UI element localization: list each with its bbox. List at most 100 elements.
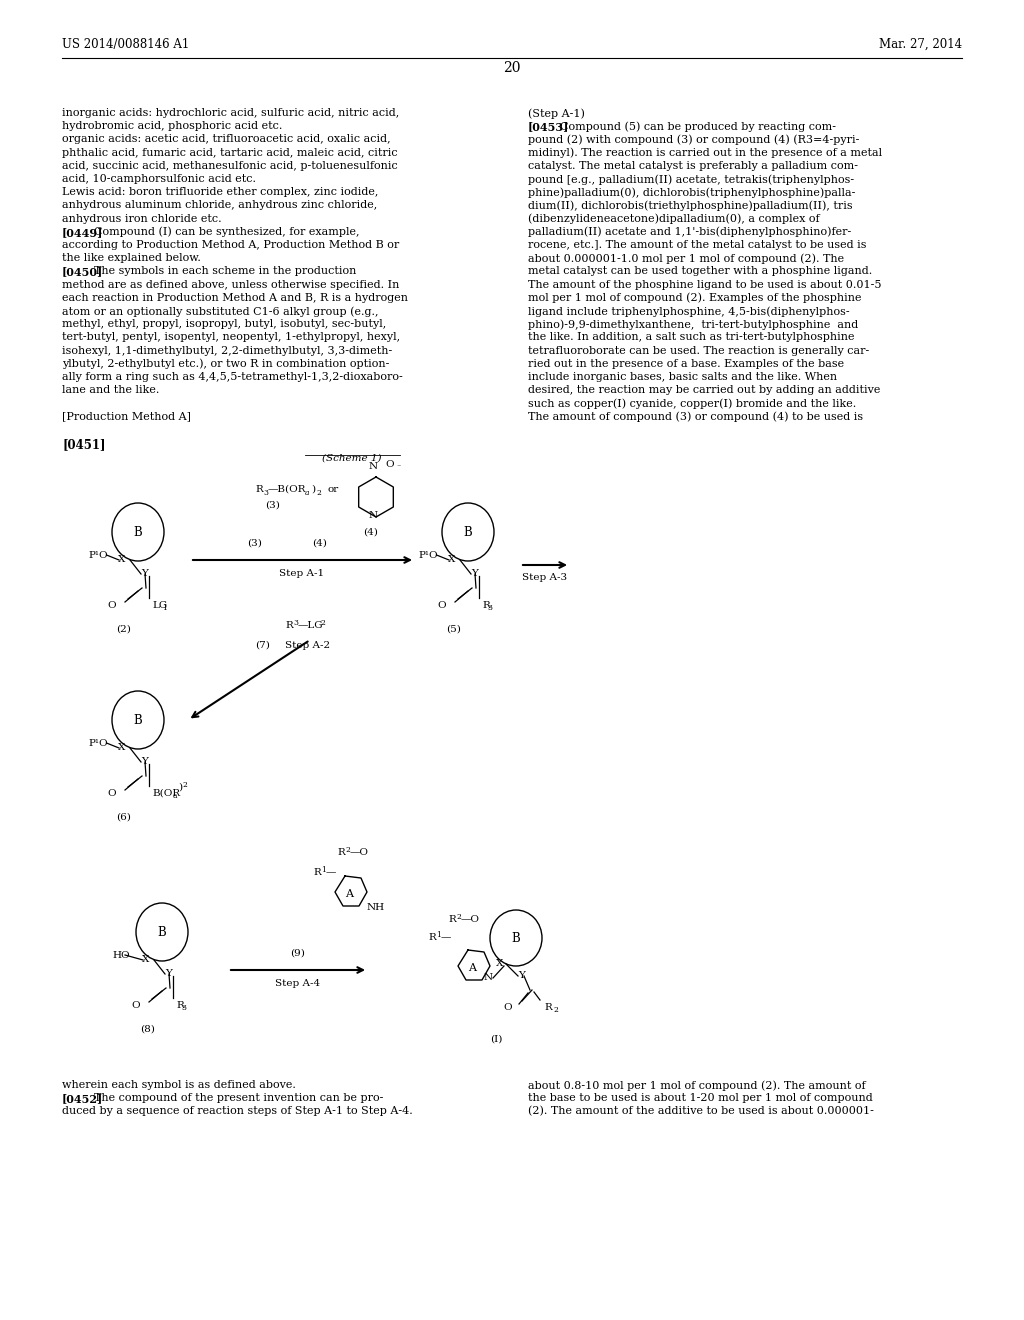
Text: (Scheme 1): (Scheme 1) — [323, 454, 382, 463]
Text: R: R — [544, 1002, 552, 1011]
Text: pound [e.g., palladium(II) acetate, tetrakis(triphenylphos-: pound [e.g., palladium(II) acetate, tetr… — [528, 174, 854, 185]
Text: [0450]: [0450] — [62, 267, 103, 277]
Text: mol per 1 mol of compound (2). Examples of the phosphine: mol per 1 mol of compound (2). Examples … — [528, 293, 861, 304]
Text: metal catalyst can be used together with a phosphine ligand.: metal catalyst can be used together with… — [528, 267, 872, 276]
Text: method are as defined above, unless otherwise specified. In: method are as defined above, unless othe… — [62, 280, 399, 289]
Text: Lewis acid: boron trifluoride ether complex, zinc iodide,: Lewis acid: boron trifluoride ether comp… — [62, 187, 379, 197]
Text: 2: 2 — [345, 846, 350, 854]
Text: X: X — [142, 956, 150, 965]
Text: rocene, etc.]. The amount of the metal catalyst to be used is: rocene, etc.]. The amount of the metal c… — [528, 240, 866, 249]
Text: 2: 2 — [182, 781, 186, 789]
Text: P¹O: P¹O — [88, 550, 108, 560]
Text: O: O — [108, 602, 117, 610]
Text: X: X — [119, 743, 126, 752]
Text: —LG: —LG — [298, 620, 324, 630]
Text: B: B — [512, 932, 520, 945]
Text: the like. In addition, a salt such as tri-tert-butylphosphine: the like. In addition, a salt such as tr… — [528, 333, 854, 342]
Text: (3): (3) — [248, 539, 262, 548]
Text: (9): (9) — [291, 949, 305, 958]
Text: (8): (8) — [140, 1026, 156, 1034]
Text: ): ) — [311, 484, 315, 494]
Text: O: O — [385, 459, 393, 469]
Text: phthalic acid, fumaric acid, tartaric acid, maleic acid, citric: phthalic acid, fumaric acid, tartaric ac… — [62, 148, 397, 157]
Text: —: — — [326, 869, 336, 876]
Text: hydrobromic acid, phosphoric acid etc.: hydrobromic acid, phosphoric acid etc. — [62, 121, 283, 131]
Text: the base to be used is about 1-20 mol per 1 mol of compound: the base to be used is about 1-20 mol pe… — [528, 1093, 872, 1104]
Text: X: X — [449, 556, 456, 565]
Text: B: B — [133, 714, 142, 726]
Text: B: B — [464, 525, 472, 539]
Text: (5): (5) — [446, 624, 462, 634]
Text: [0449]: [0449] — [62, 227, 103, 238]
Text: ally form a ring such as 4,4,5,5-tetramethyl-1,3,2-dioxaboro-: ally form a ring such as 4,4,5,5-tetrame… — [62, 372, 402, 381]
Text: The compound of the present invention can be pro-: The compound of the present invention ca… — [87, 1093, 383, 1104]
Text: HO: HO — [112, 950, 130, 960]
Text: desired, the reaction may be carried out by adding an additive: desired, the reaction may be carried out… — [528, 385, 881, 395]
Text: 3: 3 — [293, 619, 298, 627]
Text: about 0.8-10 mol per 1 mol of compound (2). The amount of: about 0.8-10 mol per 1 mol of compound (… — [528, 1080, 865, 1090]
Text: tert-butyl, pentyl, isopentyl, neopentyl, 1-ethylpropyl, hexyl,: tert-butyl, pentyl, isopentyl, neopentyl… — [62, 333, 400, 342]
Text: palladium(II) acetate and 1,1'-bis(diphenylphosphino)fer-: palladium(II) acetate and 1,1'-bis(diphe… — [528, 227, 851, 238]
Text: atom or an optionally substituted C1-6 alkyl group (e.g.,: atom or an optionally substituted C1-6 a… — [62, 306, 379, 317]
Text: phine)palladium(0), dichlorobis(triphenylphosphine)palla-: phine)palladium(0), dichlorobis(tripheny… — [528, 187, 855, 198]
Text: wherein each symbol is as defined above.: wherein each symbol is as defined above. — [62, 1080, 296, 1090]
Text: X: X — [497, 960, 504, 969]
Text: 3: 3 — [263, 488, 268, 498]
Text: 1: 1 — [321, 866, 326, 874]
Text: Mar. 27, 2014: Mar. 27, 2014 — [879, 38, 962, 51]
Text: —O: —O — [350, 847, 369, 857]
Text: 2: 2 — [316, 488, 321, 498]
Text: The amount of compound (3) or compound (4) to be used is: The amount of compound (3) or compound (… — [528, 412, 863, 422]
Text: according to Production Method A, Production Method B or: according to Production Method A, Produc… — [62, 240, 399, 249]
Text: include inorganic bases, basic salts and the like. When: include inorganic bases, basic salts and… — [528, 372, 838, 381]
Text: 2: 2 — [319, 619, 325, 627]
Text: tetrafluoroborate can be used. The reaction is generally car-: tetrafluoroborate can be used. The react… — [528, 346, 869, 355]
Text: isohexyl, 1,1-dimethylbutyl, 2,2-dimethylbutyl, 3,3-dimeth-: isohexyl, 1,1-dimethylbutyl, 2,2-dimethy… — [62, 346, 392, 355]
Text: ried out in the presence of a base. Examples of the base: ried out in the presence of a base. Exam… — [528, 359, 844, 368]
Text: methyl, ethyl, propyl, isopropyl, butyl, isobutyl, sec-butyl,: methyl, ethyl, propyl, isopropyl, butyl,… — [62, 319, 386, 329]
Text: anhydrous iron chloride etc.: anhydrous iron chloride etc. — [62, 214, 221, 223]
Text: a: a — [173, 792, 177, 800]
Text: R: R — [313, 869, 321, 876]
Text: organic acids: acetic acid, trifluoroacetic acid, oxalic acid,: organic acids: acetic acid, trifluoroace… — [62, 135, 390, 144]
Text: O: O — [437, 602, 446, 610]
Text: [0452]: [0452] — [62, 1093, 103, 1105]
Text: Y: Y — [141, 569, 148, 578]
Text: B: B — [133, 525, 142, 539]
Text: (Step A-1): (Step A-1) — [528, 108, 585, 119]
Text: R: R — [482, 601, 489, 610]
Text: R: R — [285, 620, 293, 630]
Text: duced by a sequence of reaction steps of Step A-1 to Step A-4.: duced by a sequence of reaction steps of… — [62, 1106, 413, 1117]
Text: B(OR: B(OR — [152, 788, 180, 797]
Text: 3: 3 — [181, 1005, 186, 1012]
Text: such as copper(I) cyanide, copper(I) bromide and the like.: such as copper(I) cyanide, copper(I) bro… — [528, 399, 856, 409]
Text: [Production Method A]: [Production Method A] — [62, 412, 191, 421]
Text: N: N — [369, 511, 378, 520]
Text: R: R — [176, 1001, 183, 1010]
Text: R: R — [428, 933, 436, 942]
Text: O: O — [132, 1002, 140, 1011]
Text: a: a — [305, 488, 309, 498]
Text: Y: Y — [166, 969, 172, 978]
Text: The symbols in each scheme in the production: The symbols in each scheme in the produc… — [87, 267, 356, 276]
Text: pound (2) with compound (3) or compound (4) (R3=4-pyri-: pound (2) with compound (3) or compound … — [528, 135, 859, 145]
Text: catalyst. The metal catalyst is preferably a palladium com-: catalyst. The metal catalyst is preferab… — [528, 161, 858, 170]
Text: acid, succinic acid, methanesulfonic acid, p-toluenesulfonic: acid, succinic acid, methanesulfonic aci… — [62, 161, 397, 170]
Text: —B(OR: —B(OR — [268, 484, 306, 494]
Text: —: — — [441, 933, 452, 942]
Text: Step A-4: Step A-4 — [275, 979, 321, 987]
Text: (7): (7) — [255, 642, 270, 649]
Text: ): ) — [178, 783, 182, 792]
Text: NH: NH — [367, 903, 385, 912]
Text: Compound (I) can be synthesized, for example,: Compound (I) can be synthesized, for exa… — [87, 227, 359, 238]
Text: Y: Y — [141, 758, 148, 767]
Text: 1: 1 — [436, 931, 441, 939]
Text: US 2014/0088146 A1: US 2014/0088146 A1 — [62, 38, 189, 51]
Text: 1: 1 — [163, 605, 167, 612]
Text: N: N — [483, 974, 493, 982]
Text: ylbutyl, 2-ethylbutyl etc.), or two R in combination option-: ylbutyl, 2-ethylbutyl etc.), or two R in… — [62, 359, 389, 370]
Text: (4): (4) — [364, 528, 379, 537]
Text: lane and the like.: lane and the like. — [62, 385, 160, 395]
Text: N: N — [369, 462, 378, 471]
Text: Y: Y — [518, 972, 525, 981]
